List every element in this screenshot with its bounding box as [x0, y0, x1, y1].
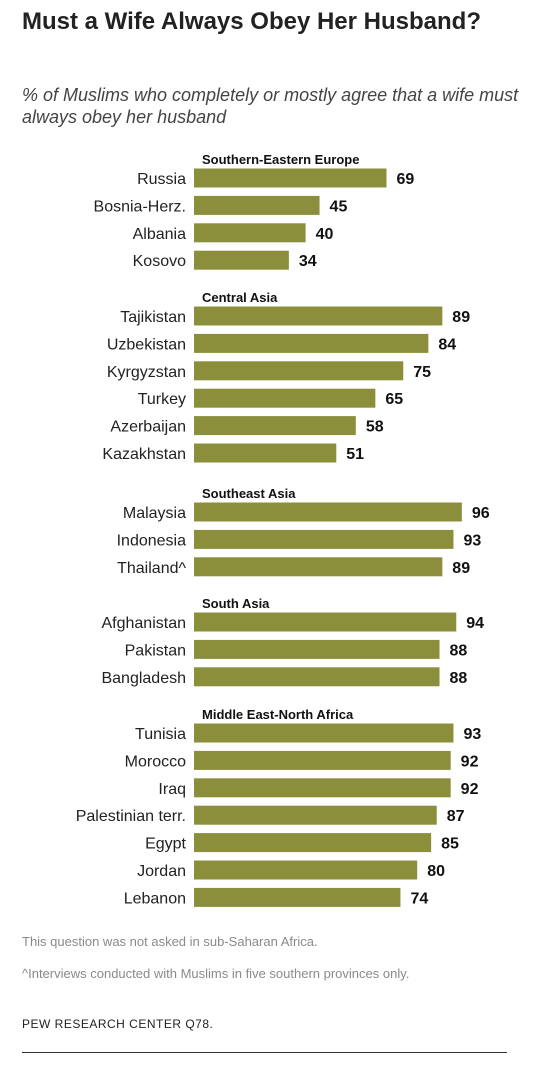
bar-thailand: [194, 557, 443, 577]
bar-pakistan: [194, 639, 440, 659]
category-label-jordan: Jordan: [137, 863, 186, 880]
category-label-malaysia: Malaysia: [123, 505, 186, 522]
bar-morocco: [194, 750, 451, 770]
category-label-iraq: Iraq: [158, 781, 186, 798]
bar-russia: [194, 168, 387, 188]
value-label-morocco: 92: [461, 753, 479, 770]
value-label-albania: 40: [316, 226, 334, 243]
value-label-azerbaijan: 58: [366, 419, 384, 436]
bar-bosnia-herz: [194, 195, 320, 215]
bar-jordan: [194, 860, 418, 880]
bar-malaysia: [194, 502, 462, 522]
value-label-tunisia: 93: [463, 726, 481, 743]
bar-iraq: [194, 778, 451, 798]
category-label-kyrgyzstan: Kyrgyzstan: [107, 364, 186, 381]
group-label-central-asia: Central Asia: [202, 290, 278, 305]
category-label-indonesia: Indonesia: [117, 532, 186, 549]
group-label-southern-eastern-europe: Southern-Eastern Europe: [202, 152, 359, 167]
value-label-afghanistan: 94: [466, 615, 484, 632]
category-label-kosovo: Kosovo: [133, 253, 186, 270]
category-label-egypt: Egypt: [145, 836, 186, 853]
category-label-tunisia: Tunisia: [135, 726, 186, 743]
note-not-asked: This question was not asked in sub-Sahar…: [22, 934, 318, 949]
bar-tunisia: [194, 723, 454, 743]
bar-azerbaijan: [194, 416, 356, 436]
value-label-uzbekistan: 84: [438, 336, 456, 353]
category-label-lebanon: Lebanon: [124, 890, 186, 907]
bar-palestinian-terr: [194, 805, 437, 825]
bar-indonesia: [194, 529, 454, 549]
chart-title: Must a Wife Always Obey Her Husband?: [22, 8, 481, 35]
category-label-tajikistan: Tajikistan: [120, 309, 186, 326]
bar-kosovo: [194, 250, 289, 270]
value-label-bosnia-herz: 45: [330, 198, 348, 215]
category-label-pakistan: Pakistan: [125, 642, 186, 659]
bar-kazakhstan: [194, 443, 337, 463]
value-label-egypt: 85: [441, 836, 459, 853]
value-label-iraq: 92: [461, 781, 479, 798]
bar-albania: [194, 223, 306, 243]
category-label-bangladesh: Bangladesh: [101, 670, 186, 687]
category-label-albania: Albania: [133, 226, 186, 243]
category-label-afghanistan: Afghanistan: [101, 615, 186, 632]
value-label-pakistan: 88: [450, 642, 468, 659]
value-label-thailand: 89: [452, 560, 470, 577]
group-label-southeast-asia: Southeast Asia: [202, 486, 296, 501]
value-label-malaysia: 96: [472, 505, 490, 522]
category-label-morocco: Morocco: [125, 753, 186, 770]
bar-lebanon: [194, 887, 401, 907]
category-label-azerbaijan: Azerbaijan: [110, 419, 186, 436]
value-label-jordan: 80: [427, 863, 445, 880]
value-label-bangladesh: 88: [450, 670, 468, 687]
value-label-russia: 69: [397, 171, 415, 188]
group-label-south-asia: South Asia: [202, 596, 270, 611]
bar-bangladesh: [194, 667, 440, 687]
value-label-indonesia: 93: [463, 532, 481, 549]
category-label-russia: Russia: [137, 171, 186, 188]
category-label-thailand: Thailand^: [117, 560, 186, 577]
source-credit: PEW RESEARCH CENTER Q78.: [22, 1017, 214, 1031]
bar-kyrgyzstan: [194, 361, 404, 381]
group-label-middle-east-north-africa: Middle East-North Africa: [202, 707, 354, 722]
bar-afghanistan: [194, 612, 457, 632]
value-label-turkey: 65: [385, 391, 403, 408]
value-label-kosovo: 34: [299, 253, 317, 270]
category-label-kazakhstan: Kazakhstan: [102, 446, 186, 463]
bar-egypt: [194, 833, 432, 853]
bar-turkey: [194, 388, 376, 408]
note-thailand: ^Interviews conducted with Muslims in fi…: [22, 966, 410, 981]
value-label-tajikistan: 89: [452, 309, 470, 326]
chart-subtitle: % of Muslims who completely or mostly ag…: [22, 85, 519, 127]
category-label-turkey: Turkey: [138, 391, 186, 408]
value-label-palestinian-terr: 87: [447, 808, 465, 825]
category-label-palestinian-terr: Palestinian terr.: [76, 808, 186, 825]
bar-uzbekistan: [194, 333, 429, 353]
bar-tajikistan: [194, 306, 443, 326]
value-label-lebanon: 74: [410, 890, 428, 907]
value-label-kazakhstan: 51: [346, 446, 364, 463]
value-label-kyrgyzstan: 75: [413, 364, 431, 381]
category-label-bosnia-herz: Bosnia-Herz.: [94, 198, 186, 215]
category-label-uzbekistan: Uzbekistan: [107, 336, 186, 353]
bottom-rule: [22, 1052, 507, 1053]
